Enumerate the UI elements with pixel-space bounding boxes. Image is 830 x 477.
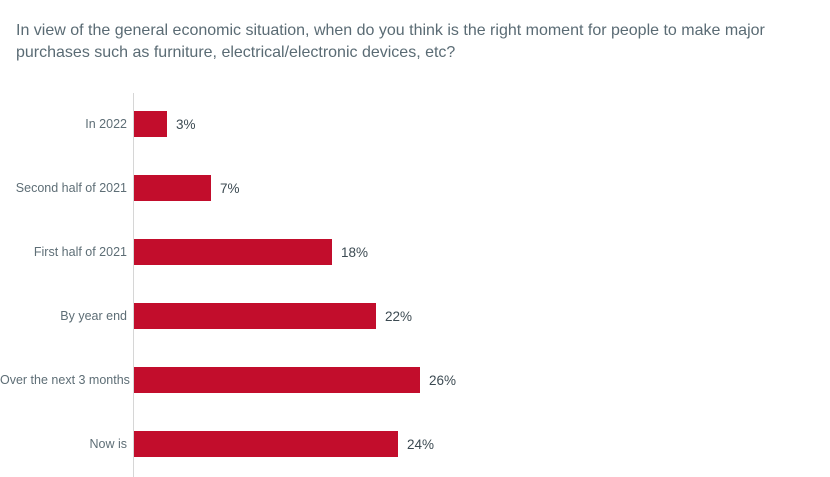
value-label: 26%: [429, 372, 457, 388]
bar-row: Second half of 2021 7%: [0, 156, 830, 220]
plot-area: In 2022 3% Second half of 2021 7% First …: [0, 92, 830, 476]
chart-title: In view of the general economic situatio…: [16, 22, 765, 61]
y-axis-line: [133, 93, 134, 477]
category-label: Over the next 3 months: [0, 373, 130, 387]
bar-row: In 2022 3%: [0, 92, 830, 156]
category-label: Now is: [89, 437, 127, 451]
bar: [134, 367, 420, 393]
bar: [134, 303, 376, 329]
bar: [134, 431, 398, 457]
bar-row: First half of 2021 18%: [0, 220, 830, 284]
value-label: 7%: [220, 180, 240, 196]
category-label: Second half of 2021: [15, 181, 127, 195]
bar: [134, 239, 332, 265]
value-label: 3%: [176, 116, 196, 132]
value-label: 24%: [407, 436, 435, 452]
category-label: By year end: [60, 309, 127, 323]
category-label: First half of 2021: [33, 245, 127, 259]
bar-row: Now is 24%: [0, 412, 830, 476]
bar-row: Over the next 3 months 26%: [0, 348, 830, 412]
bar-row: By year end 22%: [0, 284, 830, 348]
bar: [134, 111, 167, 137]
category-label: In 2022: [85, 117, 127, 131]
bar: [134, 175, 211, 201]
value-label: 18%: [341, 244, 369, 260]
value-label: 22%: [385, 308, 413, 324]
